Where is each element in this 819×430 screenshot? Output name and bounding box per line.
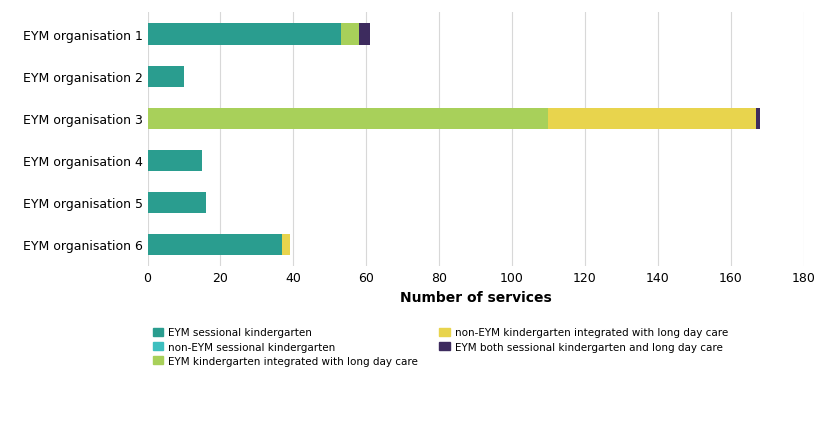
Bar — [147, 150, 202, 171]
Bar — [147, 234, 282, 255]
Bar — [341, 25, 359, 46]
Bar — [147, 25, 341, 46]
Legend: EYM sessional kindergarten, non-EYM sessional kindergarten, EYM kindergarten int: EYM sessional kindergarten, non-EYM sess… — [152, 328, 727, 366]
Bar — [282, 234, 289, 255]
Bar — [359, 25, 369, 46]
X-axis label: Number of services: Number of services — [399, 290, 551, 304]
Bar — [548, 108, 755, 129]
Bar — [755, 108, 759, 129]
Bar — [147, 192, 206, 213]
Bar — [147, 108, 548, 129]
Bar — [147, 66, 183, 87]
